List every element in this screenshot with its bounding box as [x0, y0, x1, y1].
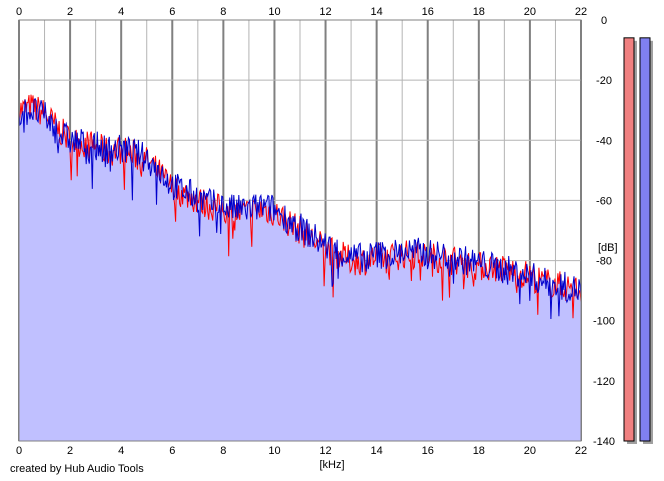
- x-tick-label-bottom: 2: [67, 445, 73, 457]
- x-tick-label-top: 2: [67, 6, 73, 18]
- x-ticks-bottom: 0 2 4 6 8 10 12 14 16 18 20 22: [16, 445, 587, 457]
- level-meter-red: [623, 37, 635, 442]
- level-meter-blue: [639, 37, 651, 442]
- y-tick-label: -20: [596, 75, 612, 87]
- x-tick-label-top: 0: [16, 6, 22, 18]
- y-tick-label: -40: [596, 135, 612, 147]
- series-layer: [18, 94, 582, 320]
- level-meters: [623, 37, 653, 444]
- x-tick-label-bottom: 22: [575, 445, 587, 457]
- x-tick-label-top: 16: [422, 6, 434, 18]
- y-tick-label: -140: [593, 436, 615, 448]
- x-tick-label-top: 10: [268, 6, 280, 18]
- plot-frame: [18, 19, 582, 442]
- y-tick-label: -100: [593, 316, 615, 328]
- x-ticks-top: 0 2 4 6 8 10 12 14 16 18 20 22: [16, 6, 587, 18]
- y-tick-label: -60: [596, 195, 612, 207]
- x-tick-label-bottom: 8: [220, 445, 226, 457]
- y-tick-label: -120: [593, 376, 615, 388]
- spectrum-area-fill: [19, 94, 581, 441]
- y-ticks: 0 -20 -40 -60 -80 -100 -120 -140: [593, 15, 615, 448]
- x-tick-label-top: 6: [169, 6, 175, 18]
- x-tick-label-bottom: 12: [319, 445, 331, 457]
- x-tick-label-top: 4: [118, 6, 124, 18]
- x-tick-label-bottom: 6: [169, 445, 175, 457]
- credit-text: created by Hub Audio Tools: [10, 463, 144, 475]
- x-tick-label-bottom: 20: [524, 445, 536, 457]
- x-tick-label-bottom: 4: [118, 445, 124, 457]
- x-tick-label-top: 18: [473, 6, 485, 18]
- y-axis-label: [dB]: [598, 242, 618, 254]
- x-tick-label-bottom: 16: [422, 445, 434, 457]
- plot-border: [18, 19, 582, 442]
- y-tick-label: -80: [596, 256, 612, 268]
- x-tick-label-bottom: 0: [16, 445, 22, 457]
- x-tick-label-bottom: 18: [473, 445, 485, 457]
- x-tick-label-top: 20: [524, 6, 536, 18]
- x-axis-label: [kHz]: [319, 459, 344, 471]
- x-tick-label-top: 12: [319, 6, 331, 18]
- x-tick-label-top: 22: [575, 6, 587, 18]
- x-tick-label-top: 8: [220, 6, 226, 18]
- x-tick-label-bottom: 14: [371, 445, 383, 457]
- x-tick-label-bottom: 10: [268, 445, 280, 457]
- x-tick-label-top: 14: [371, 6, 383, 18]
- series-line-blue: [18, 97, 582, 320]
- y-tick-label: 0: [601, 15, 607, 27]
- spectrum-fill-layer: [19, 94, 581, 441]
